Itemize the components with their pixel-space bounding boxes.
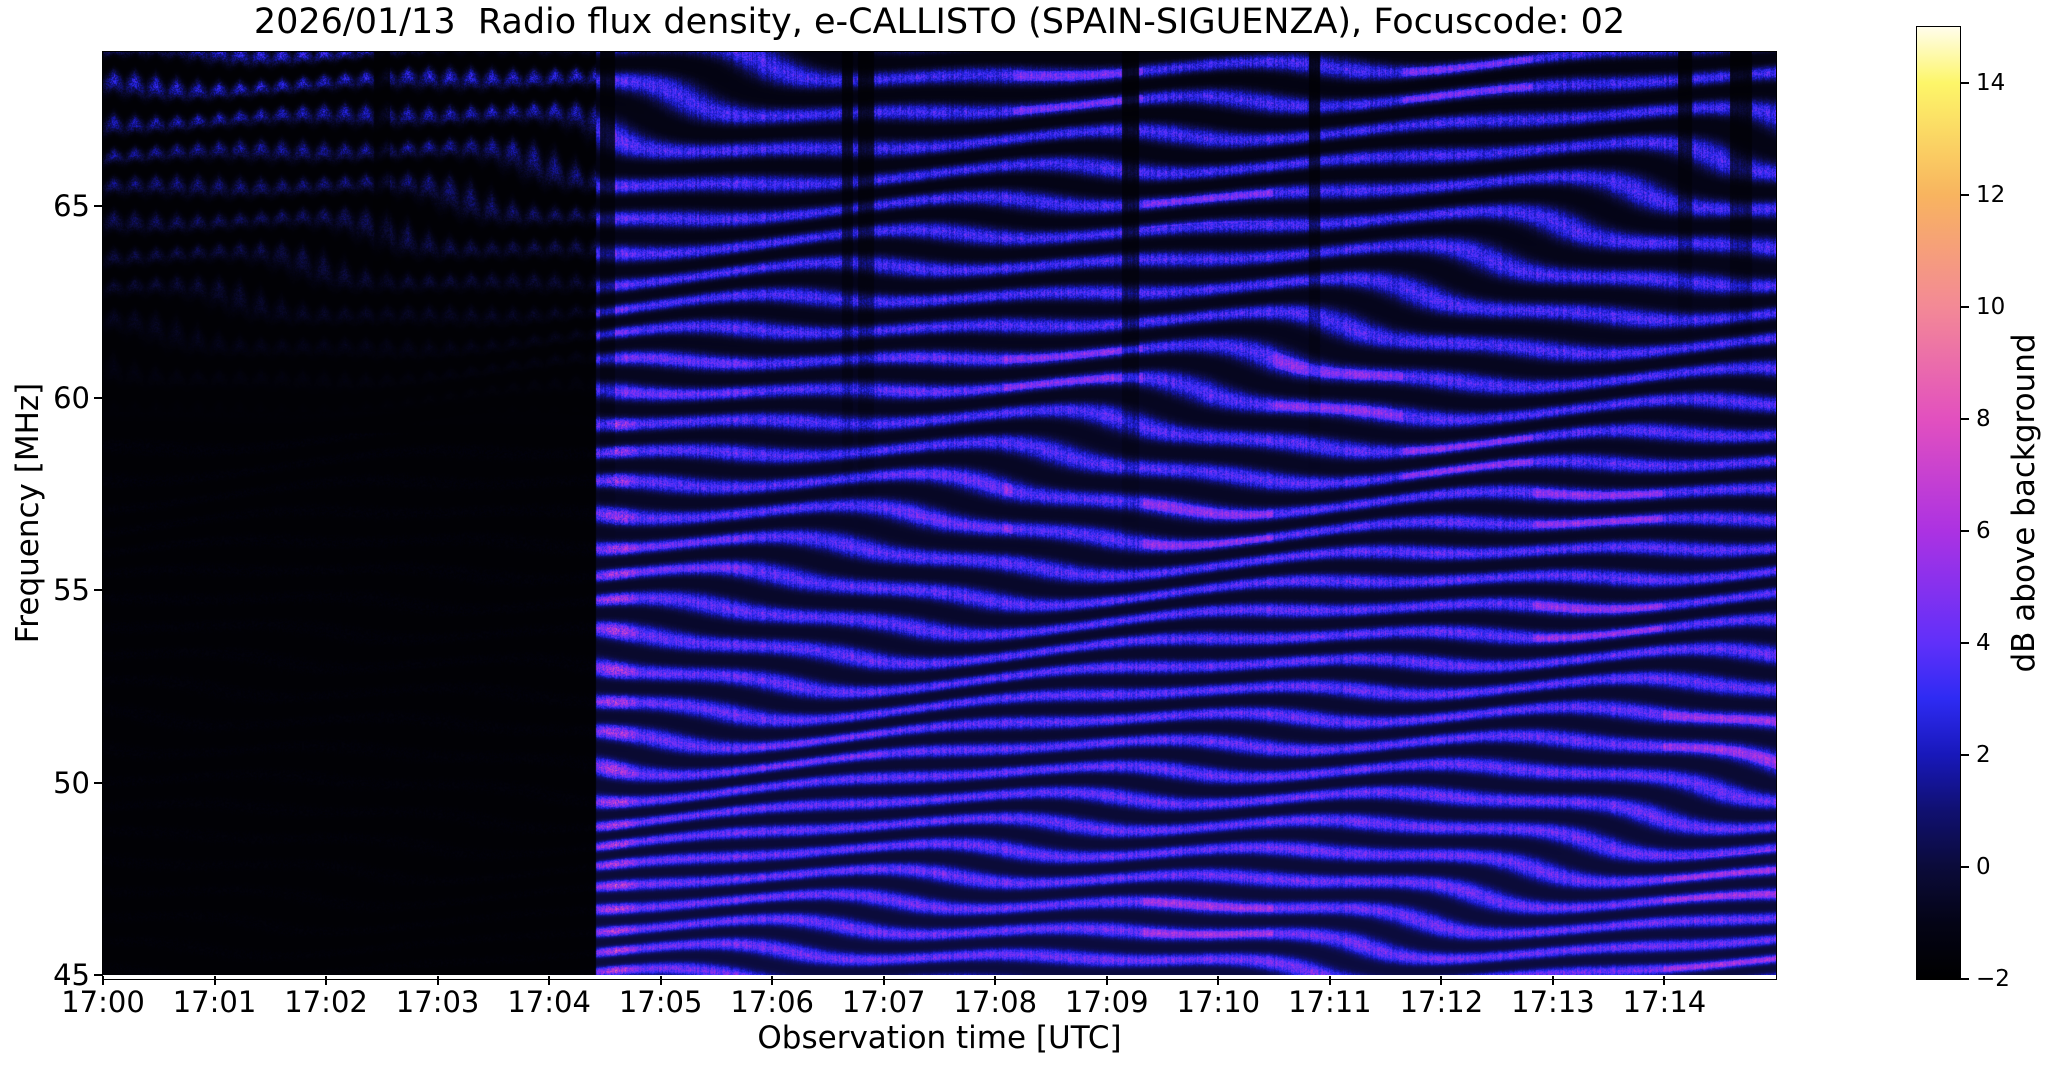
y-tick-label: 45 — [53, 958, 90, 992]
colorbar-gradient — [1917, 27, 1960, 979]
colorbar-tick-mark — [1961, 530, 1969, 532]
colorbar-tick-mark — [1961, 754, 1969, 756]
x-tick-label: 17:09 — [1065, 985, 1149, 1019]
x-tick-label: 17:06 — [730, 985, 814, 1019]
x-tick-mark — [548, 976, 551, 985]
spectrogram-canvas — [103, 52, 1776, 975]
x-axis-label: Observation time [UTC] — [757, 1020, 1122, 1056]
x-tick-mark — [1551, 976, 1554, 985]
chart-title: 2026/01/13 Radio flux density, e-CALLIST… — [253, 2, 1626, 42]
x-tick-mark — [436, 976, 439, 985]
x-tick-mark — [1328, 976, 1331, 985]
x-tick-label: 17:07 — [841, 985, 926, 1019]
colorbar — [1916, 26, 1961, 980]
y-tick-label: 65 — [53, 188, 90, 223]
x-tick-mark — [659, 976, 662, 985]
x-tick-mark — [882, 976, 885, 985]
colorbar-tick-label: 8 — [1976, 406, 1991, 432]
x-tick-mark — [771, 976, 774, 985]
plot-area — [102, 51, 1777, 980]
colorbar-tick-label: −2 — [1976, 966, 2010, 992]
x-tick-mark — [994, 976, 997, 985]
x-tick-mark — [325, 976, 328, 985]
x-tick-label: 17:13 — [1511, 985, 1595, 1019]
colorbar-tick-label: 0 — [1976, 854, 1991, 880]
x-tick-label: 17:12 — [1399, 985, 1484, 1019]
colorbar-tick-mark — [1961, 82, 1969, 84]
y-tick-mark — [94, 781, 103, 784]
x-tick-label: 17:04 — [507, 985, 591, 1019]
colorbar-tick-label: 14 — [1976, 70, 2006, 96]
x-tick-mark — [1663, 976, 1666, 985]
colorbar-tick-label: 10 — [1976, 294, 2006, 320]
x-tick-label: 17:00 — [61, 985, 145, 1019]
colorbar-tick-mark — [1961, 306, 1969, 308]
colorbar-tick-mark — [1961, 194, 1969, 196]
y-tick-mark — [94, 589, 103, 592]
y-tick-mark — [94, 204, 103, 207]
colorbar-tick-mark — [1961, 978, 1969, 980]
colorbar-tick-mark — [1961, 642, 1969, 644]
colorbar-tick-mark — [1961, 418, 1969, 420]
x-tick-mark — [1105, 976, 1108, 985]
x-tick-label: 17:03 — [395, 985, 480, 1019]
colorbar-tick-label: 4 — [1976, 630, 1991, 656]
x-tick-label: 17:05 — [618, 985, 703, 1019]
x-tick-mark — [1217, 976, 1220, 985]
colorbar-tick-label: 2 — [1976, 742, 1991, 768]
x-tick-label: 17:10 — [1176, 985, 1261, 1019]
x-tick-mark — [213, 976, 216, 985]
x-tick-label: 17:11 — [1288, 985, 1372, 1019]
x-tick-mark — [102, 976, 104, 985]
colorbar-tick-label: 12 — [1976, 182, 2006, 208]
y-tick-label: 50 — [53, 765, 90, 800]
y-tick-label: 55 — [53, 573, 90, 608]
x-tick-label: 17:01 — [172, 985, 257, 1019]
y-tick-label: 60 — [53, 381, 90, 416]
colorbar-tick-mark — [1961, 866, 1969, 868]
colorbar-tick-label: 6 — [1976, 518, 1991, 544]
y-tick-mark — [94, 974, 103, 976]
colorbar-label: dB above background — [2006, 333, 2042, 673]
x-tick-label: 17:14 — [1622, 985, 1707, 1019]
x-tick-label: 17:02 — [284, 985, 368, 1019]
x-tick-label: 17:08 — [953, 985, 1038, 1019]
y-tick-mark — [94, 397, 103, 400]
x-tick-mark — [1440, 976, 1443, 985]
